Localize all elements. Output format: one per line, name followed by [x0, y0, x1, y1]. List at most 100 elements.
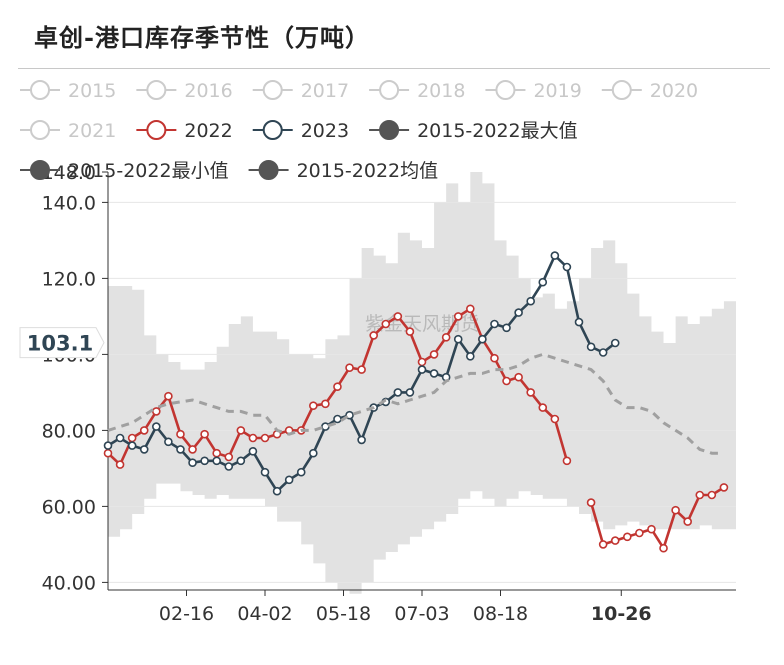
point-2023[interactable] — [466, 351, 475, 361]
point-2022[interactable] — [586, 498, 596, 507]
point-2023[interactable] — [526, 296, 535, 306]
legend-marker[interactable] — [258, 160, 279, 180]
legend-item-2021[interactable]: 2021 — [68, 120, 116, 142]
point-2022[interactable] — [188, 445, 197, 454]
point-2022[interactable] — [212, 448, 221, 458]
legend-marker[interactable] — [379, 120, 400, 140]
point-2022[interactable] — [333, 382, 342, 392]
point-2023[interactable] — [200, 456, 209, 466]
legend-marker[interactable] — [146, 80, 167, 100]
point-2023[interactable] — [502, 323, 511, 333]
point-2022[interactable] — [538, 403, 548, 412]
legend-item-2016[interactable]: 2016 — [184, 80, 232, 102]
point-2022[interactable] — [562, 456, 572, 466]
point-2023[interactable] — [248, 446, 258, 456]
legend-marker[interactable] — [262, 120, 283, 140]
legend-item-2015-2022最小值[interactable]: 2015-2022最小值 — [68, 160, 229, 182]
point-2023[interactable] — [514, 308, 523, 317]
legend-item-2023[interactable]: 2023 — [301, 120, 349, 142]
point-2022[interactable] — [127, 433, 137, 443]
point-2023[interactable] — [490, 319, 499, 329]
point-2023[interactable] — [188, 458, 197, 468]
point-2023[interactable] — [405, 388, 415, 397]
point-2023[interactable] — [538, 277, 548, 287]
point-2023[interactable] — [103, 441, 113, 450]
point-2022[interactable] — [490, 353, 499, 363]
point-2023[interactable] — [453, 334, 463, 344]
point-2022[interactable] — [381, 319, 391, 329]
point-2022[interactable] — [466, 304, 475, 314]
point-2022[interactable] — [260, 433, 270, 443]
point-2023[interactable] — [152, 422, 161, 431]
point-2022[interactable] — [550, 414, 560, 424]
point-2022[interactable] — [671, 505, 680, 515]
legend-marker[interactable] — [611, 80, 632, 100]
point-2023[interactable] — [309, 448, 318, 458]
legend-marker[interactable] — [495, 80, 516, 100]
point-2022[interactable] — [526, 388, 535, 397]
point-2022[interactable] — [309, 401, 318, 411]
point-2022[interactable] — [514, 372, 523, 382]
point-2022[interactable] — [393, 312, 403, 321]
point-2023[interactable] — [393, 388, 403, 397]
point-2023[interactable] — [357, 435, 366, 445]
point-2022[interactable] — [453, 312, 463, 321]
point-2022[interactable] — [635, 528, 644, 538]
point-2022[interactable] — [224, 452, 234, 462]
point-2022[interactable] — [369, 331, 378, 340]
point-2022[interactable] — [683, 517, 692, 526]
legend-item-2019[interactable]: 2019 — [533, 80, 581, 102]
point-2023[interactable] — [164, 437, 173, 447]
point-2022[interactable] — [115, 460, 125, 469]
legend-item-2020[interactable]: 2020 — [650, 80, 698, 102]
point-2023[interactable] — [574, 317, 584, 327]
point-2022[interactable] — [441, 332, 451, 342]
point-2023[interactable] — [212, 456, 221, 466]
point-2022[interactable] — [176, 429, 185, 439]
point-2022[interactable] — [357, 365, 366, 374]
point-2022[interactable] — [719, 483, 729, 492]
point-2023[interactable] — [127, 441, 137, 450]
point-2022[interactable] — [321, 399, 330, 409]
point-2023[interactable] — [296, 467, 306, 477]
legend-item-2018[interactable]: 2018 — [417, 80, 465, 102]
point-2022[interactable] — [695, 490, 705, 500]
point-2023[interactable] — [417, 365, 427, 374]
legend-item-2015[interactable]: 2015 — [68, 80, 116, 102]
point-2022[interactable] — [429, 350, 439, 359]
point-2022[interactable] — [345, 363, 354, 373]
point-2023[interactable] — [610, 338, 620, 348]
point-2022[interactable] — [707, 490, 717, 500]
point-2023[interactable] — [284, 475, 294, 485]
legend-item-2022[interactable]: 2022 — [184, 120, 232, 142]
point-2023[interactable] — [176, 445, 185, 454]
point-2022[interactable] — [103, 448, 113, 458]
point-2023[interactable] — [598, 348, 608, 357]
legend-marker[interactable] — [262, 80, 283, 100]
point-2022[interactable] — [405, 327, 415, 336]
point-2022[interactable] — [598, 540, 608, 549]
series-line-avg[interactable] — [107, 352, 724, 455]
point-2022[interactable] — [152, 407, 161, 416]
legend-item-2017[interactable]: 2017 — [301, 80, 349, 102]
legend-marker[interactable] — [379, 80, 400, 100]
point-2022[interactable] — [647, 524, 656, 534]
point-2022[interactable] — [164, 391, 173, 401]
point-2023[interactable] — [333, 414, 342, 424]
point-2023[interactable] — [562, 262, 572, 272]
point-2023[interactable] — [224, 462, 234, 471]
legend-item-2015-2022均值[interactable]: 2015-2022均值 — [297, 160, 439, 182]
legend-marker[interactable] — [30, 120, 50, 140]
point-2023[interactable] — [260, 467, 270, 477]
point-2023[interactable] — [115, 433, 125, 443]
point-2022[interactable] — [236, 426, 246, 435]
point-2022[interactable] — [623, 532, 632, 542]
point-2022[interactable] — [417, 357, 427, 367]
legend-marker[interactable] — [30, 80, 50, 100]
point-2022[interactable] — [610, 536, 620, 545]
point-2022[interactable] — [139, 426, 149, 435]
point-2023[interactable] — [478, 334, 487, 344]
point-2022[interactable] — [200, 429, 209, 439]
point-2023[interactable] — [429, 369, 439, 378]
point-2023[interactable] — [550, 251, 560, 260]
